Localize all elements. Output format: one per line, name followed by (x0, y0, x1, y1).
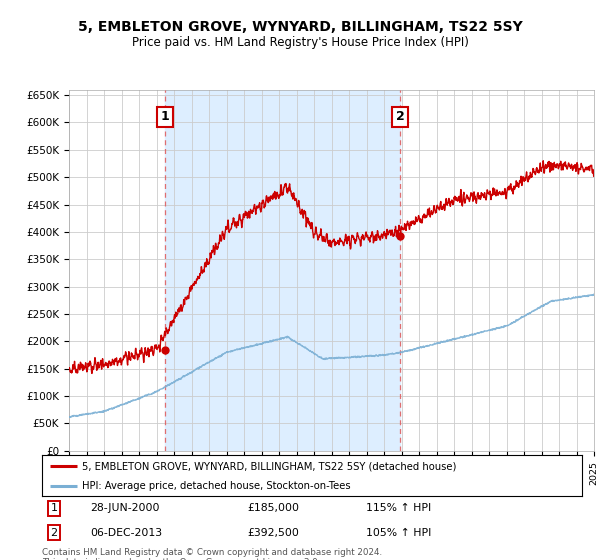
Text: £185,000: £185,000 (247, 503, 299, 513)
Text: 2: 2 (50, 528, 58, 538)
Text: 105% ↑ HPI: 105% ↑ HPI (366, 528, 431, 538)
Text: 115% ↑ HPI: 115% ↑ HPI (366, 503, 431, 513)
Text: Price paid vs. HM Land Registry's House Price Index (HPI): Price paid vs. HM Land Registry's House … (131, 36, 469, 49)
Text: £392,500: £392,500 (247, 528, 299, 538)
Bar (165, 90, 400, 451)
Text: 5, EMBLETON GROVE, WYNYARD, BILLINGHAM, TS22 5SY: 5, EMBLETON GROVE, WYNYARD, BILLINGHAM, … (77, 20, 523, 34)
Text: 28-JUN-2000: 28-JUN-2000 (91, 503, 160, 513)
Text: 5, EMBLETON GROVE, WYNYARD, BILLINGHAM, TS22 5SY (detached house): 5, EMBLETON GROVE, WYNYARD, BILLINGHAM, … (83, 461, 457, 471)
Text: HPI: Average price, detached house, Stockton-on-Tees: HPI: Average price, detached house, Stoc… (83, 480, 351, 491)
Text: 2: 2 (396, 110, 404, 123)
Text: 06-DEC-2013: 06-DEC-2013 (91, 528, 163, 538)
Text: 1: 1 (50, 503, 58, 513)
Text: Contains HM Land Registry data © Crown copyright and database right 2024.
This d: Contains HM Land Registry data © Crown c… (42, 548, 382, 560)
Text: 1: 1 (161, 110, 169, 123)
